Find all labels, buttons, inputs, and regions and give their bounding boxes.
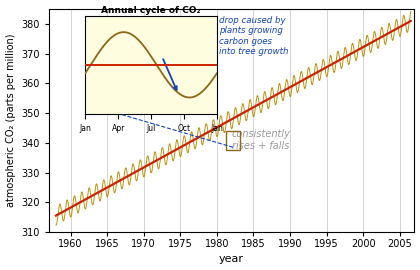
Text: drop caused by
plants growing
carbon goes
into tree growth: drop caused by plants growing carbon goe…: [219, 16, 288, 56]
Y-axis label: atmospheric CO₂ (parts per million): atmospheric CO₂ (parts per million): [5, 34, 16, 207]
Bar: [226, 131, 239, 150]
Text: consistently
rises + falls: consistently rises + falls: [231, 129, 290, 151]
X-axis label: year: year: [219, 254, 244, 264]
